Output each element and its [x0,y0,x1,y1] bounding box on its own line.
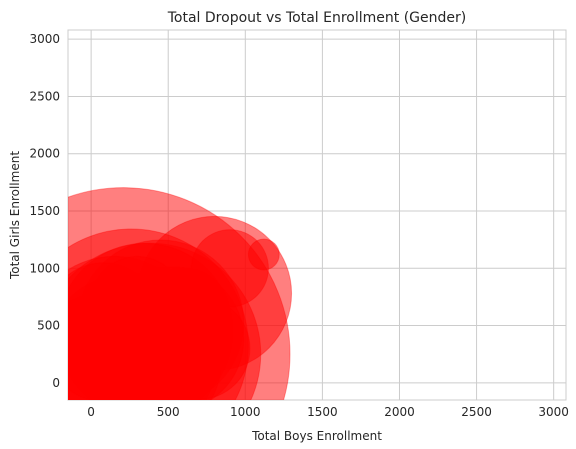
x-axis-label: Total Boys Enrollment [251,429,382,443]
bubble-point [68,307,146,400]
y-tick-label: 500 [37,319,60,333]
x-tick-label: 1000 [230,405,261,419]
bubble-point [247,238,280,271]
tick-labels: 0 500 1000 1500 2000 2500 3000 0 500 1000 1500 2000… [29,32,568,419]
x-tick-label: 0 [87,405,95,419]
y-axis-label: Total Girls Enrollment [8,151,22,280]
y-tick-label: 1000 [29,261,60,275]
x-tick-label: 2000 [384,405,415,419]
x-tick-label: 3000 [538,405,569,419]
y-tick-label: 2000 [29,147,60,161]
x-tick-label: 1500 [307,405,338,419]
y-tick-label: 2500 [29,89,60,103]
y-tick-label: 0 [52,376,60,390]
bubble-markers [68,187,293,400]
x-tick-label: 2500 [461,405,492,419]
y-tick-label: 3000 [29,32,60,46]
y-tick-label: 1500 [29,204,60,218]
chart-title: Total Dropout vs Total Enrollment (Gende… [167,10,466,26]
x-tick-label: 500 [157,405,180,419]
